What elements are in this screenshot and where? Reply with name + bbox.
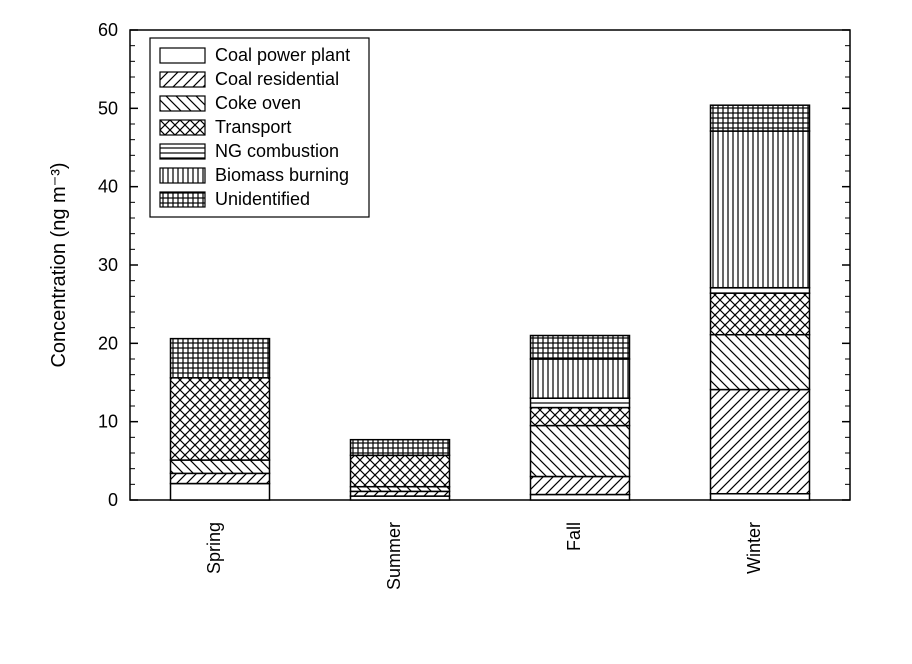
legend-swatch-coal-residential — [160, 72, 205, 87]
legend-label: Biomass burning — [215, 165, 349, 185]
bar-segment-Winter-ng-combustion — [711, 288, 810, 293]
chart-container: 0 10 20 30 40 50 60 Concentration (ng m⁻³) Sprin… — [0, 0, 912, 664]
legend-swatch-transport — [160, 120, 205, 135]
y-tick-label: 40 — [98, 177, 118, 197]
legend-label: NG combustion — [215, 141, 339, 161]
bar-segment-Fall-transport — [531, 408, 630, 426]
bar-segment-Winter-biomass-burning — [711, 131, 810, 288]
bar-segment-Winter-coal-power-plant — [711, 494, 810, 500]
legend-label: Coke oven — [215, 93, 301, 113]
x-category-label: Summer — [384, 522, 404, 590]
bar-segment-Winter-transport — [711, 293, 810, 335]
bar-segment-Fall-ng-combustion — [531, 398, 630, 407]
y-tick-label: 60 — [98, 20, 118, 40]
bar-segment-Spring-unidentified — [171, 339, 270, 378]
legend-swatch-unidentified — [160, 192, 205, 207]
legend-label: Coal residential — [215, 69, 339, 89]
y-tick-label: 20 — [98, 333, 118, 353]
bar-segment-Spring-coal-power-plant — [171, 484, 270, 500]
legend-swatch-coal-power-plant — [160, 48, 205, 63]
bar-segment-Spring-coke-oven — [171, 460, 270, 473]
legend-label: Transport — [215, 117, 291, 137]
x-category-label: Fall — [564, 522, 584, 551]
y-tick-label: 30 — [98, 255, 118, 275]
legend-swatch-coke-oven — [160, 96, 205, 111]
legend: Coal power plant Coal residential Coke ove… — [150, 38, 369, 217]
bar-segment-Spring-transport — [171, 378, 270, 460]
bar-segment-Fall-biomass-burning — [531, 359, 630, 398]
legend-label: Unidentified — [215, 189, 310, 209]
bar-segment-Winter-coal-residential — [711, 390, 810, 494]
legend-label: Coal power plant — [215, 45, 350, 65]
y-tick-label: 0 — [108, 490, 118, 510]
legend-swatch-biomass-burning — [160, 168, 205, 183]
x-category-label: Spring — [204, 522, 224, 574]
bar-segment-Summer-transport — [351, 455, 450, 486]
bar-segment-Winter-unidentified — [711, 105, 810, 131]
y-tick-label: 50 — [98, 98, 118, 118]
bar-segment-Fall-unidentified — [531, 336, 630, 360]
x-category-label: Winter — [744, 522, 764, 574]
stacked-bar-chart: 0 10 20 30 40 50 60 Concentration (ng m⁻³) Sprin… — [0, 0, 912, 664]
y-axis-label: Concentration (ng m⁻³) — [48, 162, 70, 367]
bar-segment-Fall-coal-power-plant — [531, 495, 630, 500]
bar-segment-Fall-coke-oven — [531, 426, 630, 477]
bar-segment-Summer-unidentified — [351, 440, 450, 456]
bar-segment-Winter-coke-oven — [711, 335, 810, 390]
legend-swatch-ng-combustion — [160, 144, 205, 159]
bar-segment-Spring-coal-residential — [171, 473, 270, 483]
bar-segment-Fall-coal-residential — [531, 477, 630, 495]
y-tick-label: 10 — [98, 412, 118, 432]
